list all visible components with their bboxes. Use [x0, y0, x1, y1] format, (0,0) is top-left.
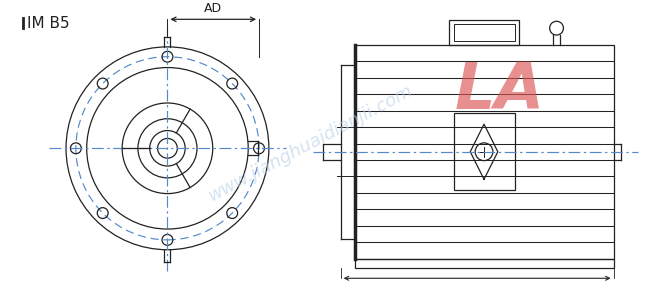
Bar — [448, 20, 519, 45]
Text: LA: LA — [454, 60, 544, 122]
Text: www.jianghuaidianjii.com: www.jianghuaidianjii.com — [205, 82, 415, 205]
Text: AD: AD — [204, 2, 222, 15]
Bar — [354, 259, 614, 268]
Bar — [354, 45, 614, 259]
Bar — [454, 113, 515, 190]
Text: IM B5: IM B5 — [27, 16, 70, 31]
Bar — [454, 24, 515, 41]
